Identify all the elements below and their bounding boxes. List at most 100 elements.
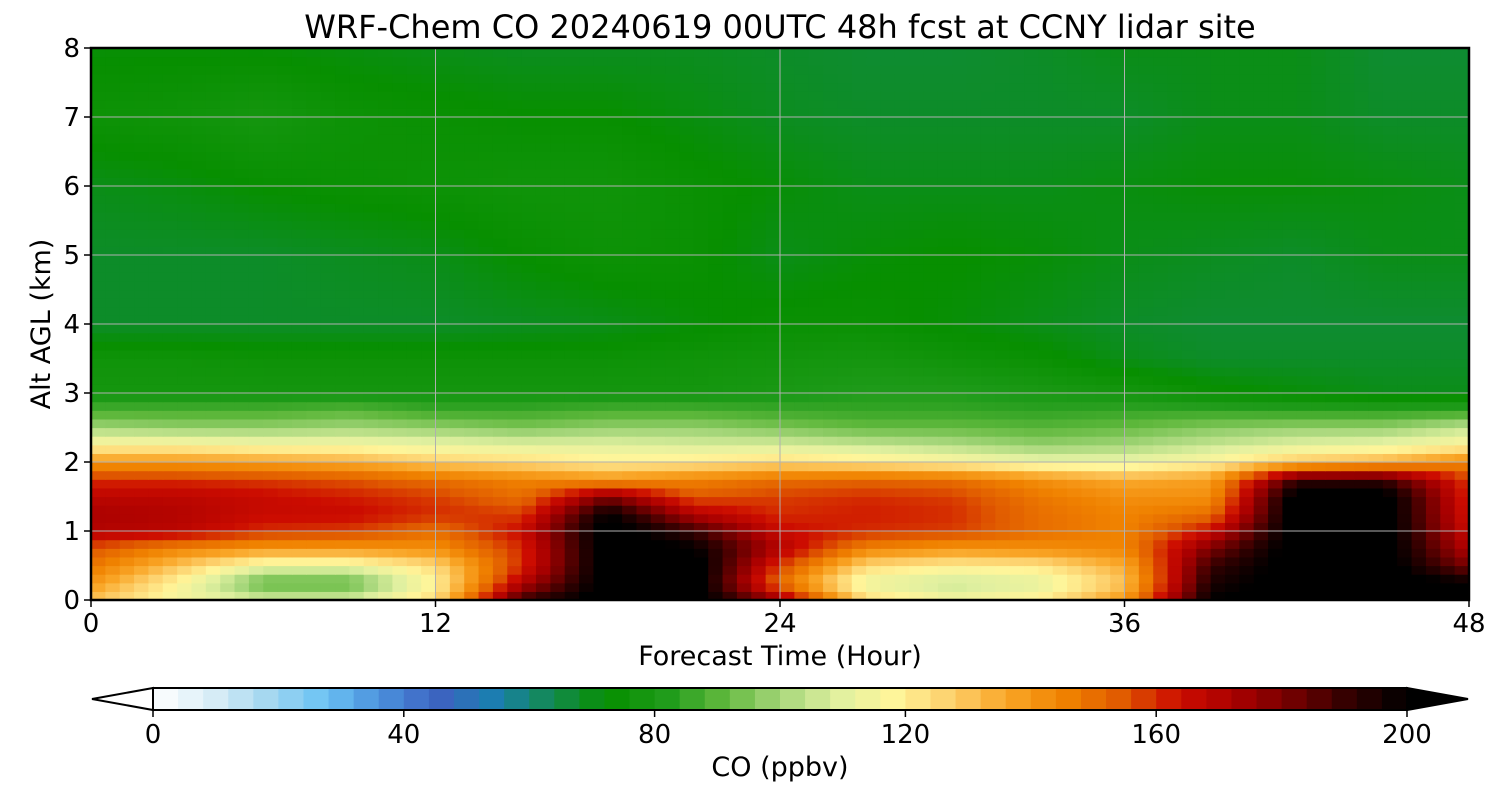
heatmap-cell <box>966 349 982 360</box>
heatmap-cell <box>1268 401 1283 411</box>
heatmap-cell <box>1440 582 1456 592</box>
heatmap-cell <box>622 505 638 515</box>
heatmap-cell <box>1009 384 1025 394</box>
heatmap-cell <box>1382 263 1398 273</box>
heatmap-cell <box>234 487 250 498</box>
heatmap-cell <box>708 211 724 222</box>
heatmap-cell <box>1411 565 1427 575</box>
heatmap-cell <box>765 513 781 523</box>
heatmap-cell <box>177 591 193 601</box>
heatmap-cell <box>1009 462 1025 472</box>
heatmap-cell <box>220 418 236 429</box>
heatmap-cell <box>535 306 551 316</box>
heatmap-cell <box>335 470 350 480</box>
heatmap-cell <box>923 151 939 161</box>
heatmap-cell <box>665 168 681 178</box>
heatmap-cell <box>1411 332 1427 342</box>
heatmap-cell <box>780 531 795 541</box>
heatmap-cell <box>980 436 996 446</box>
heatmap-cell <box>1181 160 1197 170</box>
heatmap-cell <box>1382 186 1398 196</box>
heatmap-cell <box>277 177 293 187</box>
heatmap-cell <box>1038 418 1054 429</box>
heatmap-cell <box>736 203 752 213</box>
heatmap-cell <box>134 289 150 299</box>
heatmap-cell <box>507 289 523 299</box>
heatmap-cell <box>507 298 523 308</box>
heatmap-cell <box>406 384 422 394</box>
heatmap-cell <box>492 410 508 420</box>
heatmap-cell <box>1153 349 1169 360</box>
heatmap-cell <box>607 574 623 584</box>
heatmap-cell <box>1282 591 1298 601</box>
heatmap-cell <box>1325 591 1341 601</box>
heatmap-cell <box>1024 332 1039 342</box>
heatmap-cell <box>1440 298 1456 308</box>
heatmap-cell <box>191 436 207 446</box>
heatmap-cell <box>349 522 365 532</box>
heatmap-cell <box>679 436 695 446</box>
heatmap-cell <box>148 237 164 247</box>
heatmap-cell <box>1368 513 1384 523</box>
heatmap-cell <box>421 203 437 213</box>
heatmap-cell <box>1210 470 1226 480</box>
heatmap-cell <box>464 203 480 213</box>
heatmap-cell <box>162 556 178 567</box>
heatmap-cell <box>564 229 580 239</box>
heatmap-cell <box>1167 462 1183 472</box>
heatmap-cell <box>722 410 738 420</box>
heatmap-cell <box>1311 220 1327 230</box>
heatmap-cell <box>521 565 537 575</box>
heatmap-cell <box>449 315 465 325</box>
heatmap-cell <box>521 548 537 558</box>
heatmap-cell <box>794 427 810 437</box>
heatmap-cell <box>435 289 451 299</box>
heatmap-cell <box>507 453 523 463</box>
heatmap-cell <box>435 522 451 532</box>
heatmap-cell <box>492 186 508 196</box>
heatmap-cell <box>736 462 752 472</box>
heatmap-cell <box>1124 315 1140 325</box>
heatmap-cell <box>593 496 609 506</box>
heatmap-cell <box>1440 462 1456 472</box>
heatmap-cell <box>378 574 394 584</box>
heatmap-cell <box>579 436 594 446</box>
heatmap-cell <box>1311 522 1327 532</box>
heatmap-cell <box>320 160 336 170</box>
heatmap-cell <box>722 211 738 222</box>
heatmap-cell <box>1325 341 1341 351</box>
heatmap-cell <box>708 324 724 334</box>
heatmap-cell <box>1325 246 1341 256</box>
heatmap-cell <box>1181 237 1197 247</box>
heatmap-cell <box>277 548 293 558</box>
heatmap-cell <box>320 410 336 420</box>
heatmap-cell <box>464 556 480 567</box>
heatmap-cell <box>263 444 279 454</box>
heatmap-cell <box>1282 470 1298 480</box>
heatmap-cell <box>593 479 609 489</box>
heatmap-cell <box>1454 410 1470 420</box>
heatmap-cell <box>736 306 752 316</box>
heatmap-cell <box>909 341 925 351</box>
heatmap-cell <box>119 306 135 316</box>
heatmap-cell <box>550 186 566 196</box>
heatmap-cell <box>492 539 508 549</box>
heatmap-cell <box>320 255 336 265</box>
heatmap-cell <box>1110 160 1126 170</box>
heatmap-cell <box>909 531 925 541</box>
heatmap-cell <box>1325 315 1341 325</box>
heatmap-cell <box>1024 384 1039 394</box>
heatmap-cell <box>220 298 236 308</box>
heatmap-cell <box>1210 289 1226 299</box>
heatmap-cell <box>406 539 422 549</box>
heatmap-cell <box>1224 505 1240 515</box>
heatmap-cell <box>1095 229 1111 239</box>
heatmap-cell <box>248 393 264 403</box>
heatmap-cell <box>923 427 939 437</box>
heatmap-cell <box>263 591 279 601</box>
heatmap-cell <box>579 453 594 463</box>
heatmap-cell <box>1224 272 1240 282</box>
heatmap-cell <box>306 470 322 480</box>
heatmap-cell <box>1210 177 1226 187</box>
heatmap-cell <box>1024 479 1039 489</box>
